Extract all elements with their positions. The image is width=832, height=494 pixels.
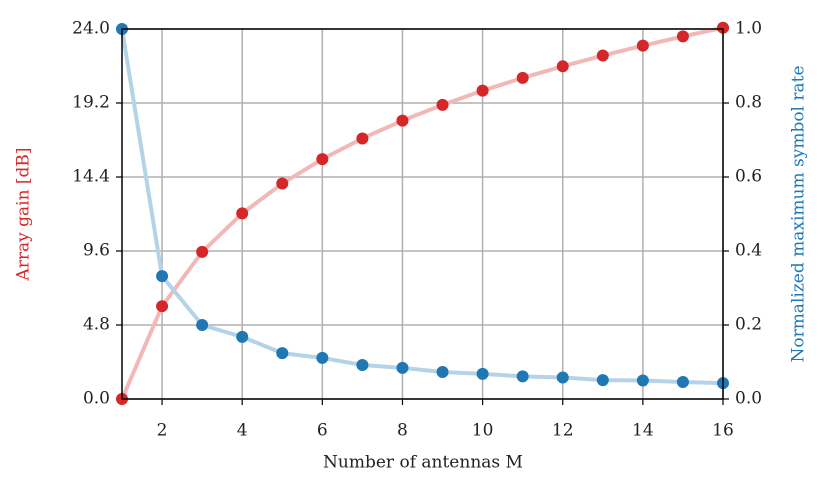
x-tick-label: 6 [317,421,328,441]
data-point [316,153,329,166]
x-tick-label: 8 [397,421,408,441]
data-point [476,84,489,97]
y-tick-label: 4.8 [83,315,110,335]
data-point [636,374,649,387]
y-tick-label: 19.2 [72,93,110,113]
y-tick-label: 24.0 [72,19,110,39]
y2-axis-label: Normalized maximum symbol rate [789,65,809,362]
data-point [276,347,289,360]
data-point [676,375,689,388]
data-point [396,114,409,127]
data-point [636,39,649,52]
series-line [120,28,724,386]
x-tick-label: 12 [552,421,574,441]
data-point [596,374,609,387]
x-tick-label: 2 [157,421,168,441]
x-tick-label: 16 [712,421,734,441]
data-point [556,60,569,73]
data-point [156,300,169,313]
y2-tick-label: 0.0 [735,389,762,409]
data-point [276,177,289,190]
data-point [356,132,369,145]
data-point [396,361,409,374]
data-point [316,351,329,364]
data-point [236,207,249,220]
x-tick-label: 14 [632,421,654,441]
data-point [556,371,569,384]
y-axis-label: Array gain [dB] [14,147,34,281]
data-point [516,370,529,383]
plot-frame [121,28,724,400]
data-point [676,30,689,43]
y2-tick-label: 0.6 [735,167,762,187]
data-point [156,270,169,283]
data-point [516,71,529,84]
y-tick-label: 14.4 [72,167,110,187]
data-point [476,367,489,380]
data-point [717,21,729,34]
data-point [196,245,209,258]
data-point [596,49,609,62]
data-point [436,98,449,111]
y2-tick-label: 0.4 [735,241,762,261]
data-point [236,330,249,343]
y2-tick-label: 1.0 [735,19,762,39]
x-tick-label: 4 [237,421,248,441]
data-point [436,365,449,378]
data-point [196,319,209,331]
y2-tick-label: 0.2 [735,315,762,335]
series-line [120,25,724,400]
x-tick-label: 10 [472,421,494,441]
y-tick-label: 9.6 [83,241,110,261]
y2-tick-label: 0.8 [735,93,762,113]
y-tick-label: 0.0 [83,389,110,409]
data-point [356,358,369,371]
x-axis-label: Number of antennas M [323,453,523,473]
